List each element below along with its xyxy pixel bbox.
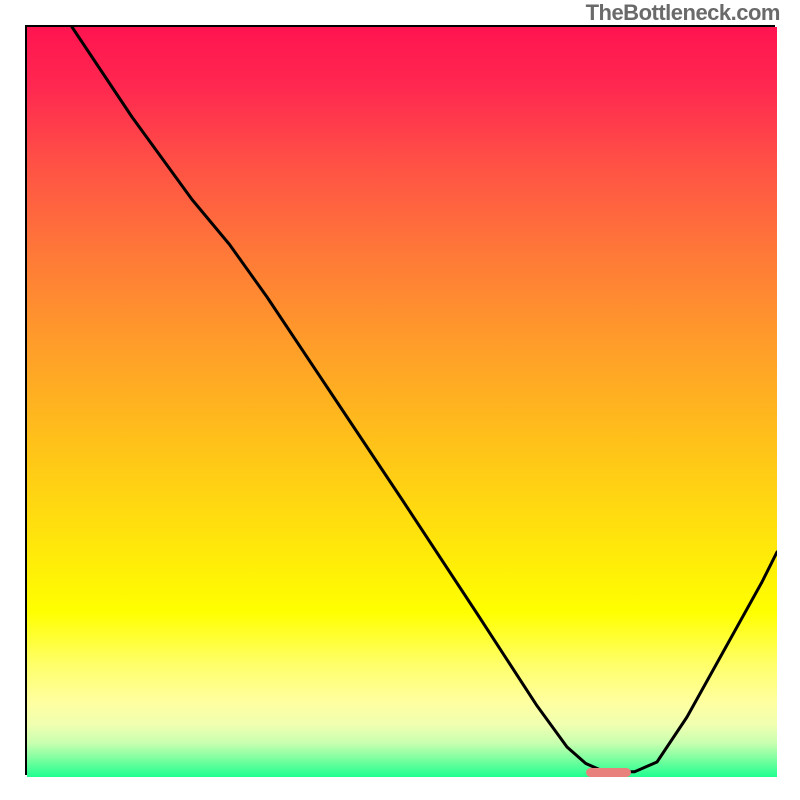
gradient-background	[27, 27, 777, 777]
sweet-spot-marker	[586, 768, 631, 778]
watermark-text: TheBottleneck.com	[586, 0, 780, 26]
plot-area	[25, 25, 775, 775]
plot-svg	[27, 27, 777, 777]
